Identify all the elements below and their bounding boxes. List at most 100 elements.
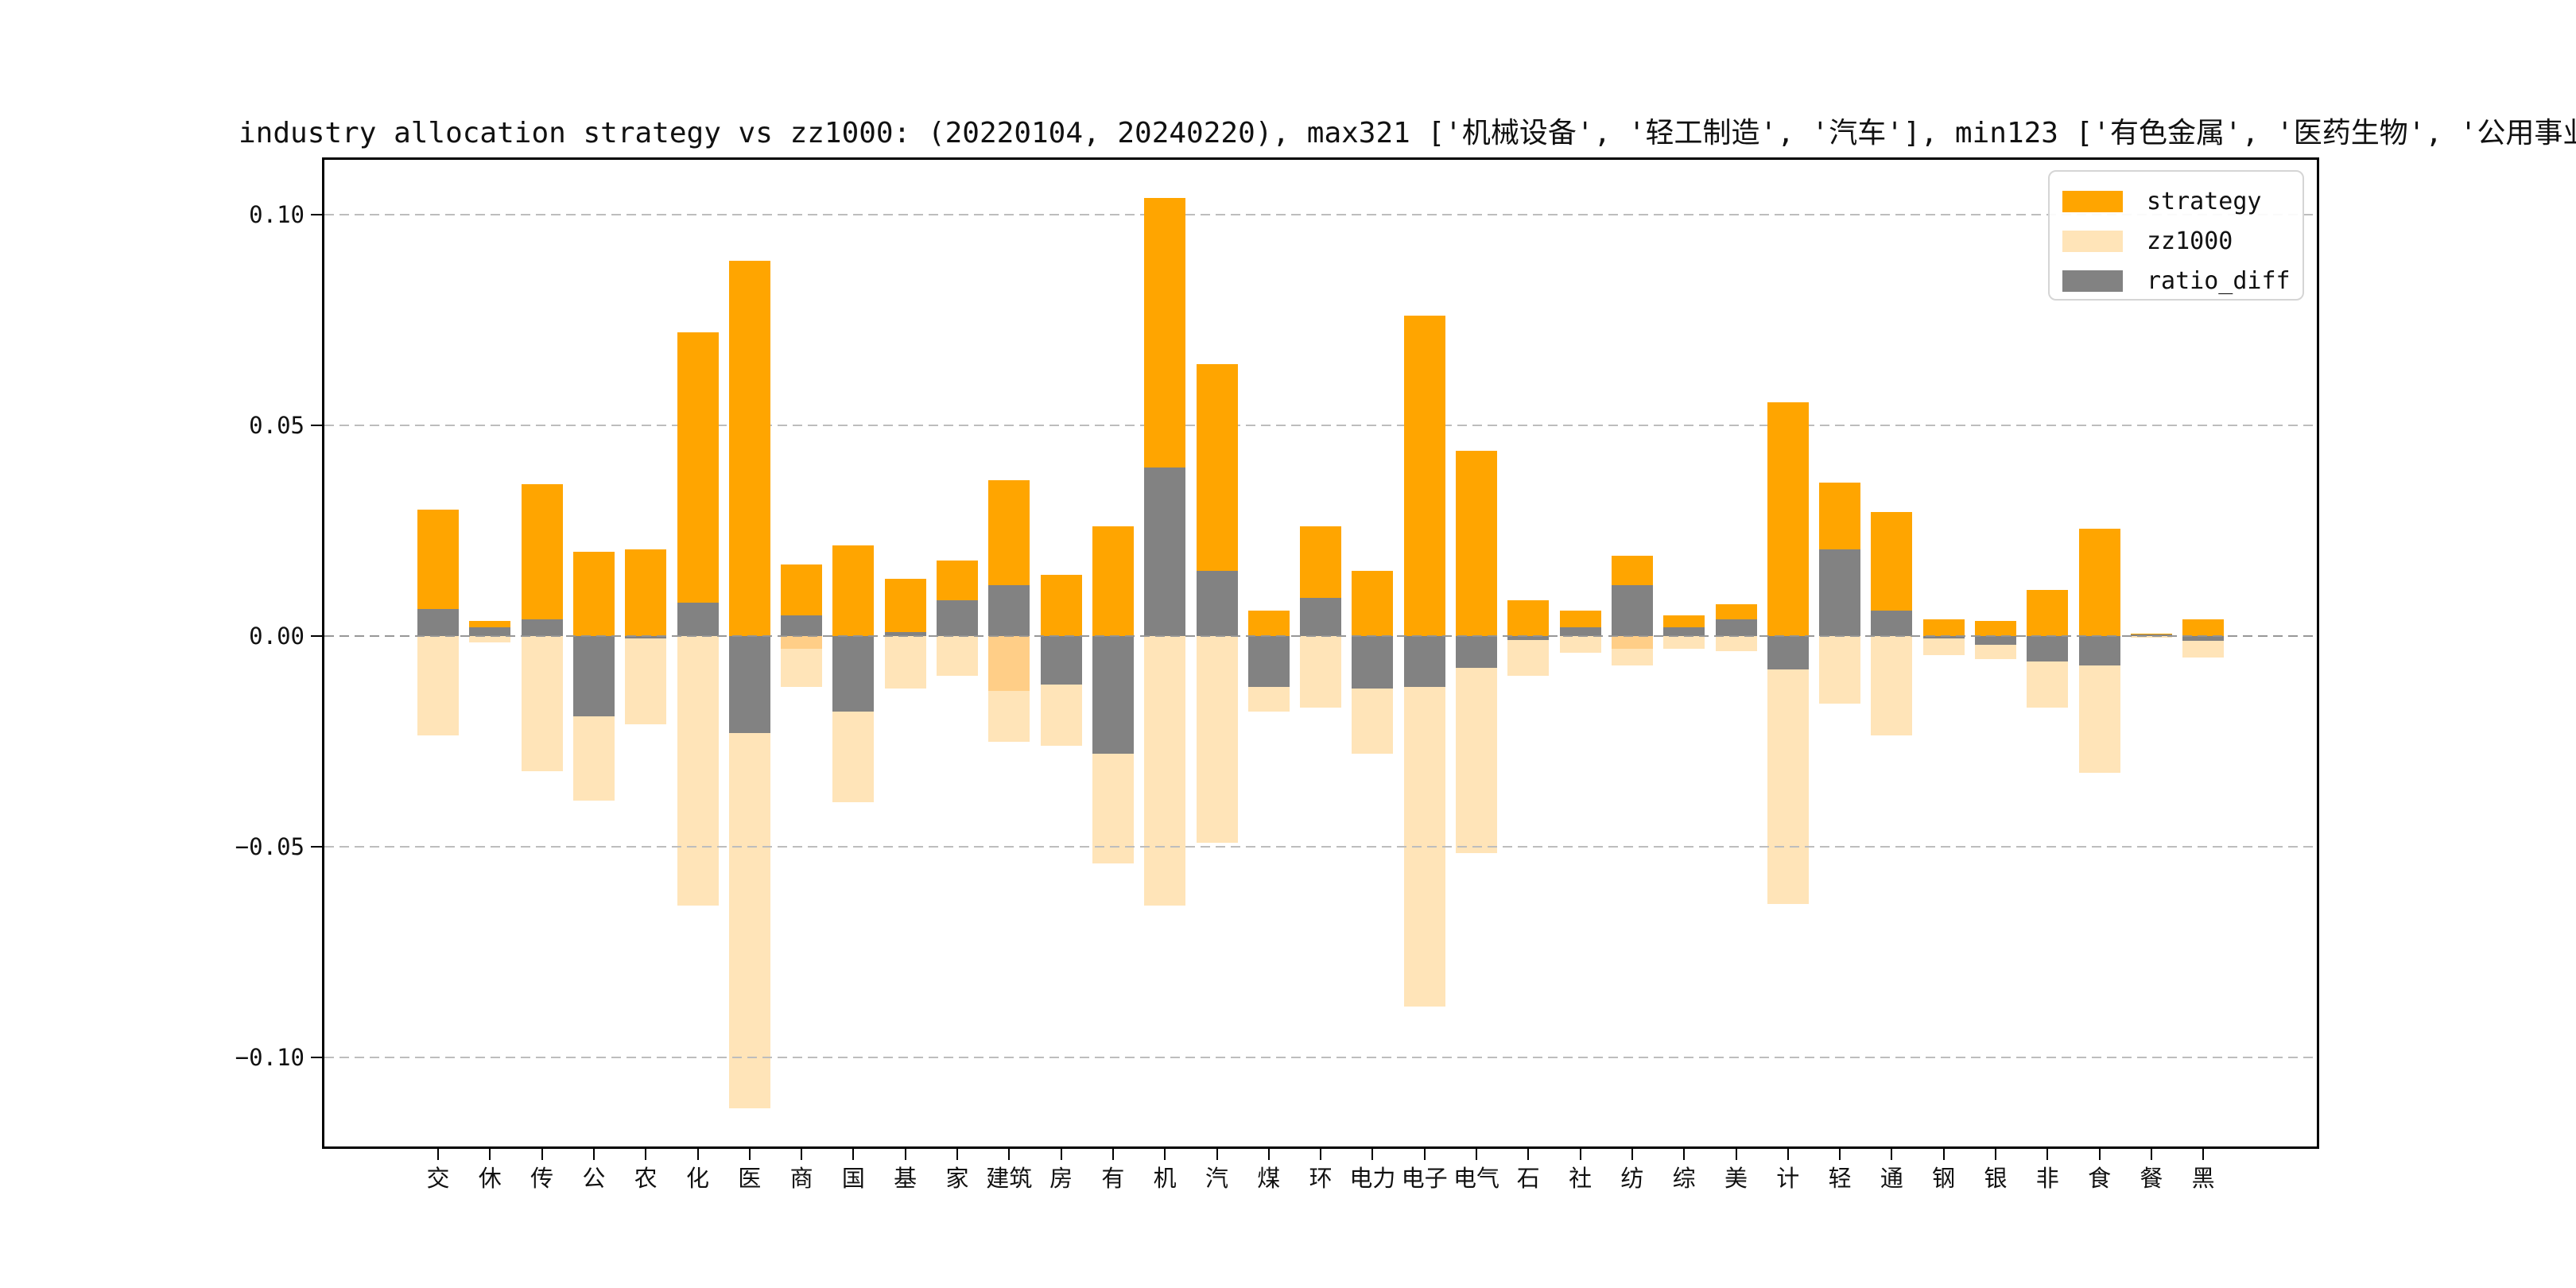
x-tick-label: 银 — [1984, 1165, 2008, 1192]
gridline — [324, 1056, 2317, 1058]
bar-ratio-diff — [2182, 636, 2225, 642]
y-tick-label: −0.10 — [235, 1043, 305, 1071]
legend-item: zz1000 — [2062, 221, 2302, 261]
x-tick-label: 钢 — [1932, 1165, 1956, 1192]
bar-strategy — [1663, 615, 1705, 628]
bar-ratio-diff — [1559, 627, 1601, 637]
bar-ratio-diff — [1975, 636, 2016, 645]
bar-strategy — [832, 545, 875, 637]
bar-ratio-diff — [677, 602, 719, 637]
x-tick-mark — [1423, 1149, 1426, 1160]
x-tick-mark — [1942, 1149, 1945, 1160]
bar-zz1000 — [1456, 636, 1497, 853]
bar-ratio-diff — [1092, 636, 1134, 755]
bar-zz1000 — [1559, 636, 1601, 654]
x-tick-mark — [1111, 1149, 1114, 1160]
bar-overlap — [988, 636, 1030, 691]
x-tick-mark — [852, 1149, 855, 1160]
bar-strategy — [1922, 619, 1965, 637]
bar-ratio-diff — [1507, 636, 1550, 641]
bar-strategy — [572, 552, 615, 637]
legend-label: strategy — [2147, 187, 2262, 215]
bar-strategy — [2027, 589, 2069, 637]
x-tick-label: 电力 — [1349, 1165, 1396, 1192]
x-tick-mark — [1267, 1149, 1270, 1160]
x-tick-mark — [1060, 1149, 1062, 1160]
bar-zz1000 — [1403, 636, 1445, 1007]
bar-ratio-diff — [1715, 619, 1757, 637]
x-tick-label: 美 — [1724, 1165, 1748, 1192]
legend-label: ratio_diff — [2147, 266, 2291, 295]
x-tick-mark — [1995, 1149, 1996, 1160]
x-tick-label: 环 — [1309, 1165, 1333, 1192]
y-tick-label: 0.10 — [249, 201, 305, 229]
bar-strategy — [1507, 599, 1550, 637]
bar-strategy — [1767, 402, 1809, 637]
legend-swatch-ratio_diff — [2062, 270, 2123, 292]
x-tick-mark — [1683, 1149, 1686, 1160]
bar-ratio-diff — [1196, 570, 1238, 637]
x-tick-label: 基 — [894, 1165, 918, 1192]
x-tick-mark — [1839, 1149, 1841, 1160]
bar-ratio-diff — [1663, 627, 1705, 637]
x-tick-mark — [1631, 1149, 1633, 1160]
x-tick-label: 休 — [478, 1165, 502, 1192]
x-tick-mark — [801, 1149, 803, 1160]
x-tick-mark — [1371, 1149, 1374, 1160]
bar-strategy — [728, 261, 770, 637]
bar-ratio-diff — [1247, 636, 1290, 687]
legend: strategy zz1000 ratio_diff — [2048, 170, 2304, 301]
bar-ratio-diff — [937, 599, 978, 637]
bar-strategy — [1144, 197, 1186, 468]
x-tick-mark — [1476, 1149, 1477, 1160]
bar-strategy — [937, 560, 978, 600]
bar-strategy — [1403, 316, 1445, 637]
gridline — [324, 425, 2317, 427]
bar-zz1000 — [1663, 636, 1705, 649]
bar-zz1000 — [1871, 636, 1913, 735]
x-tick-label: 社 — [1569, 1165, 1593, 1192]
bar-overlap — [781, 636, 823, 649]
x-tick-label: 电气 — [1453, 1165, 1499, 1192]
bar-strategy — [884, 579, 926, 632]
x-tick-mark — [1164, 1149, 1166, 1160]
x-tick-label: 房 — [1049, 1165, 1073, 1192]
bar-zz1000 — [677, 636, 719, 906]
x-tick-label: 综 — [1672, 1165, 1696, 1192]
bar-zz1000 — [937, 636, 978, 677]
bar-ratio-diff — [884, 631, 926, 637]
bar-zz1000 — [1767, 636, 1809, 904]
x-tick-mark — [1735, 1149, 1737, 1160]
bar-ratio-diff — [1403, 636, 1445, 687]
bar-strategy — [469, 621, 511, 628]
x-tick-label: 石 — [1516, 1165, 1540, 1192]
x-tick-mark — [489, 1149, 491, 1160]
bar-ratio-diff — [1767, 636, 1809, 670]
bar-ratio-diff — [521, 619, 563, 637]
bar-zz1000 — [469, 636, 511, 642]
y-tick-label: 0.05 — [249, 412, 305, 440]
x-tick-mark — [2150, 1149, 2152, 1160]
x-tick-label: 餐 — [2140, 1165, 2163, 1192]
x-tick-mark — [1216, 1149, 1218, 1160]
bar-strategy — [1611, 556, 1653, 586]
x-tick-mark — [1579, 1149, 1581, 1160]
bar-strategy — [625, 549, 667, 637]
gridline — [324, 214, 2317, 216]
bar-strategy — [1871, 511, 1913, 611]
bar-zz1000 — [1144, 636, 1186, 906]
y-tick-label: −0.05 — [235, 833, 305, 861]
x-tick-label: 医 — [738, 1165, 762, 1192]
bar-strategy — [1196, 364, 1238, 571]
bar-zz1000 — [1922, 636, 1965, 655]
x-tick-label: 轻 — [1828, 1165, 1852, 1192]
bar-strategy — [2182, 619, 2225, 637]
x-tick-label: 机 — [1153, 1165, 1177, 1192]
x-tick-label: 国 — [841, 1165, 865, 1192]
bar-ratio-diff — [832, 636, 875, 712]
bar-ratio-diff — [625, 636, 667, 638]
bar-strategy — [1975, 621, 2016, 637]
y-tick-mark — [311, 425, 322, 427]
x-tick-label: 计 — [1776, 1165, 1800, 1192]
